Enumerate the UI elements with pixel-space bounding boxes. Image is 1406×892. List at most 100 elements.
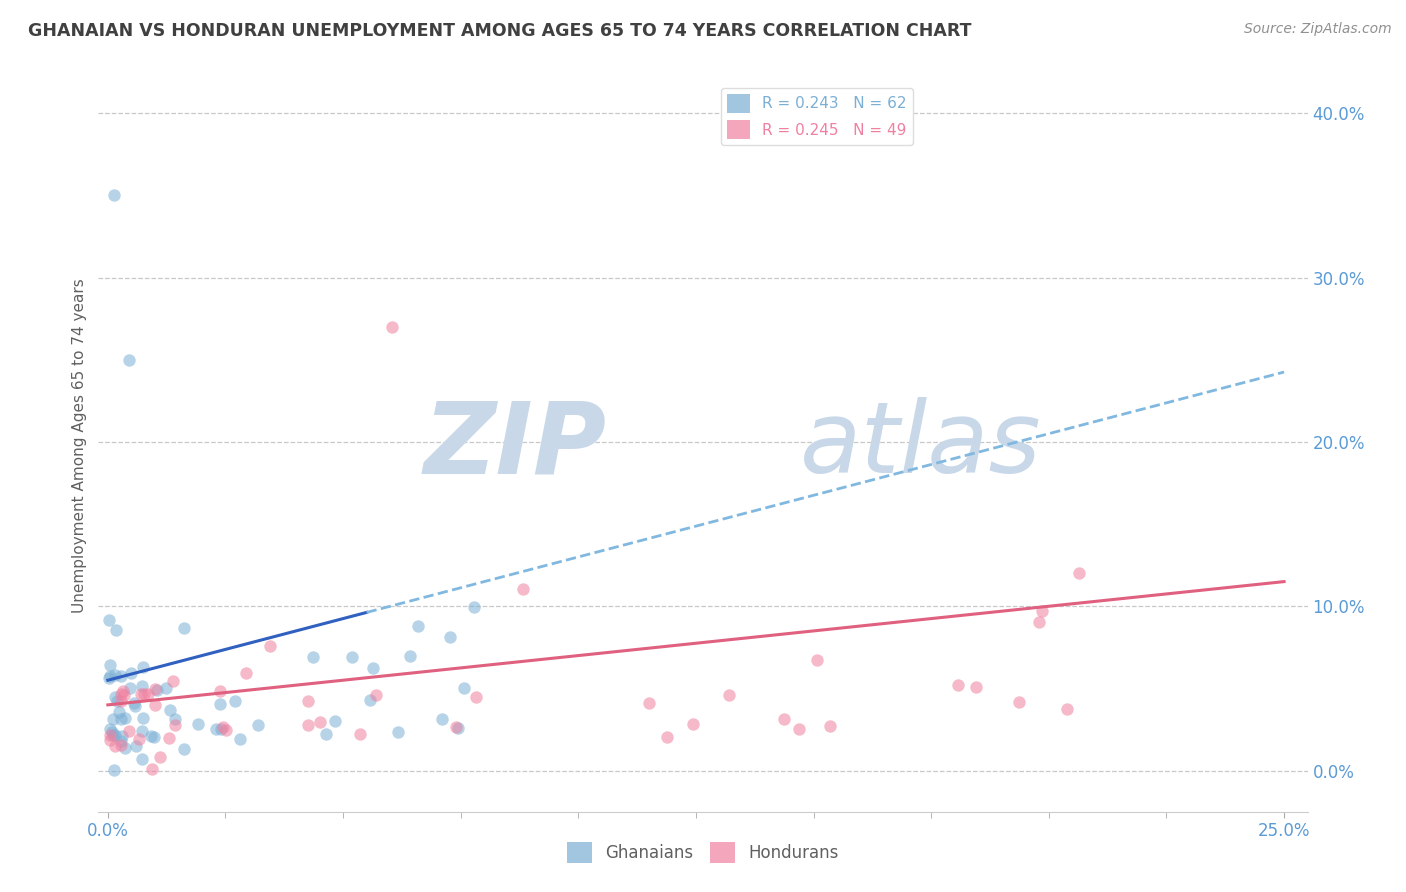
Point [114, 711, 136, 725]
Point [112, 689, 135, 703]
Point [103, 727, 125, 741]
Point [124, 699, 146, 714]
Point [309, 714, 332, 729]
Point [143, 682, 166, 697]
Point [439, 630, 461, 644]
Point [112, 684, 135, 698]
Point [136, 687, 159, 701]
Point [110, 669, 132, 683]
Point [103, 188, 125, 202]
Point [129, 687, 152, 701]
Point [98, 613, 121, 627]
Point [143, 731, 166, 745]
Point [173, 741, 195, 756]
Point [399, 649, 422, 664]
Point [98, 669, 121, 683]
Point [302, 649, 325, 664]
Point [143, 698, 166, 712]
Point [110, 693, 132, 707]
Point [103, 763, 125, 777]
Point [110, 734, 132, 748]
Point [97, 671, 120, 685]
Point [104, 667, 127, 681]
Point [246, 718, 269, 732]
Point [209, 722, 232, 736]
Point [98, 728, 121, 742]
Point [110, 687, 132, 701]
Point [100, 725, 122, 739]
Point [110, 712, 132, 726]
Point [105, 694, 128, 708]
Point [315, 727, 337, 741]
Point [444, 720, 467, 734]
Point [820, 719, 842, 733]
Point [105, 623, 128, 637]
Point [165, 713, 187, 727]
Point [387, 725, 409, 739]
Point [131, 724, 153, 739]
Point [131, 752, 153, 766]
Text: ZIP: ZIP [423, 398, 606, 494]
Point [1008, 695, 1031, 709]
Point [323, 714, 346, 728]
Point [118, 352, 141, 367]
Point [465, 690, 488, 704]
Point [638, 696, 661, 710]
Point [214, 723, 236, 737]
Point [297, 718, 319, 732]
Point [655, 730, 678, 744]
Point [162, 674, 184, 689]
Point [718, 688, 741, 702]
Point [787, 722, 810, 736]
Point [128, 731, 150, 746]
Text: GHANAIAN VS HONDURAN UNEMPLOYMENT AMONG AGES 65 TO 74 YEARS CORRELATION CHART: GHANAIAN VS HONDURAN UNEMPLOYMENT AMONG … [28, 22, 972, 40]
Point [118, 723, 141, 738]
Point [108, 705, 131, 719]
Point [104, 690, 127, 705]
Point [159, 703, 181, 717]
Legend: Ghanaians, Hondurans: Ghanaians, Hondurans [561, 836, 845, 869]
Point [235, 665, 257, 680]
Point [149, 749, 172, 764]
Point [141, 763, 163, 777]
Point [132, 711, 155, 725]
Point [381, 319, 404, 334]
Point [340, 650, 363, 665]
Point [946, 678, 969, 692]
Point [408, 619, 430, 633]
Point [224, 694, 246, 708]
Point [173, 621, 195, 635]
Point [297, 694, 319, 708]
Point [1067, 566, 1090, 581]
Point [131, 679, 153, 693]
Point [101, 712, 124, 726]
Point [165, 718, 187, 732]
Point [208, 697, 231, 711]
Point [682, 717, 704, 731]
Point [259, 640, 281, 654]
Point [118, 681, 141, 695]
Point [453, 681, 475, 696]
Point [463, 599, 485, 614]
Point [104, 739, 127, 754]
Text: Source: ZipAtlas.com: Source: ZipAtlas.com [1244, 22, 1392, 37]
Point [1028, 615, 1050, 629]
Point [98, 723, 121, 737]
Text: atlas: atlas [800, 398, 1042, 494]
Point [432, 712, 454, 726]
Point [98, 658, 121, 673]
Point [120, 666, 142, 681]
Point [122, 696, 145, 710]
Point [110, 738, 132, 752]
Point [204, 722, 226, 736]
Point [806, 653, 828, 667]
Point [125, 739, 148, 753]
Point [114, 741, 136, 756]
Point [110, 730, 132, 744]
Point [211, 720, 233, 734]
Point [364, 688, 387, 702]
Point [228, 731, 250, 746]
Point [187, 716, 209, 731]
Point [349, 727, 371, 741]
Point [209, 684, 232, 698]
